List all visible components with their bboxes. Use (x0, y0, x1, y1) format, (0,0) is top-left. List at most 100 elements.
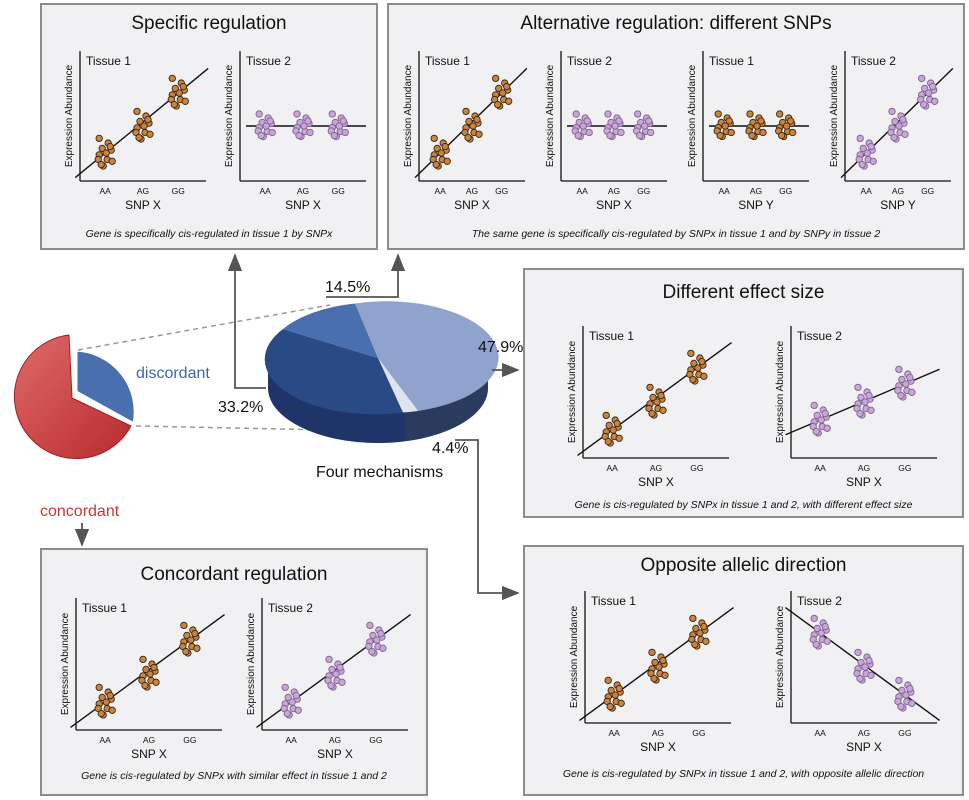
data-point (369, 631, 377, 640)
y-axis-label: Expression Abundance (775, 340, 786, 443)
data-point (823, 637, 831, 645)
panel-caption: Gene is cis-regulated by SNPx with simil… (81, 770, 387, 782)
data-point (925, 89, 933, 97)
tissue-label: Tissue 2 (567, 54, 612, 68)
data-point (659, 656, 667, 665)
tissue-label: Tissue 1 (591, 594, 636, 608)
y-axis-label: Expression Abundance (545, 64, 556, 167)
tick-label: GG (921, 186, 934, 196)
tissue-label: Tissue 2 (246, 54, 291, 68)
data-point (140, 122, 148, 130)
scatter-plot: Expression Abundance Tissue 1 AA AG GG SNP X (64, 51, 209, 212)
data-point (330, 131, 338, 140)
y-axis-label: Expression Abundance (775, 605, 786, 708)
data-point (617, 699, 625, 707)
data-point (888, 107, 896, 116)
data-point (255, 110, 263, 118)
data-point (813, 624, 821, 633)
tick-label: AG (650, 463, 662, 473)
tissue-label: Tissue 1 (709, 54, 754, 68)
pie-slice-concordant (13, 334, 132, 460)
data-point (890, 133, 898, 142)
data-point (583, 117, 591, 125)
pie-label-opposite: 4.4% (432, 440, 468, 457)
data-point (98, 693, 106, 702)
tissue-label: Tissue 2 (268, 601, 313, 615)
data-point (469, 122, 477, 130)
tick-label: AG (137, 186, 149, 196)
tissue-label: Tissue 1 (86, 54, 131, 68)
data-point (341, 128, 349, 137)
data-point (810, 614, 818, 623)
x-axis-label: SNP X (640, 740, 676, 754)
data-point (689, 614, 697, 623)
panel-specific-regulation: Specific regulation Expression Abundance… (40, 3, 378, 250)
data-point (856, 409, 864, 418)
data-point (897, 702, 905, 711)
scatter-plot: Expression Abundance Tissue 2 AA AG GG SNP X (224, 51, 366, 212)
data-point (902, 380, 910, 388)
data-point (857, 393, 865, 402)
data-point (812, 427, 820, 436)
tick-label: AA (260, 186, 272, 196)
data-point (609, 426, 617, 434)
data-point (687, 349, 695, 358)
data-point (170, 100, 178, 109)
pie-label-specific: 33.2% (218, 399, 263, 416)
data-point (691, 640, 699, 649)
data-point (97, 160, 105, 169)
data-point (787, 117, 795, 125)
data-point (306, 128, 314, 137)
concordant-label: concordant (40, 503, 120, 520)
data-point (655, 663, 663, 671)
data-point (858, 160, 866, 169)
x-axis-label: SNP X (638, 475, 674, 489)
data-point (179, 82, 187, 91)
data-point (895, 122, 903, 130)
x-axis-label: SNP X (317, 747, 353, 761)
pie-side-light (405, 358, 488, 441)
y-axis-label: Expression Abundance (569, 605, 580, 708)
panel-caption: Gene is specifically cis-regulated in ti… (85, 228, 333, 240)
data-point (689, 375, 697, 384)
data-point (327, 681, 335, 690)
data-point (300, 122, 308, 130)
data-point (867, 142, 875, 151)
x-axis-label: SNP X (454, 198, 490, 212)
tissue-label: Tissue 2 (851, 54, 896, 68)
arrow-to-alternative (326, 253, 406, 298)
tick-label: AA (815, 463, 827, 473)
tick-label: GG (779, 186, 792, 196)
tick-label: AG (466, 186, 478, 196)
data-point (929, 82, 937, 91)
y-axis-label: Expression Abundance (567, 340, 578, 443)
data-point (443, 157, 451, 165)
tick-label: AG (750, 186, 762, 196)
panel-alternative-regulation: Alternative regulation: different SNPs E… (387, 3, 965, 250)
y-axis-label: Expression Abundance (687, 64, 698, 167)
data-point (262, 122, 270, 130)
data-point (430, 134, 438, 143)
data-point (332, 670, 340, 678)
data-point (366, 621, 374, 630)
data-point (607, 686, 615, 695)
data-point (606, 702, 614, 711)
data-point (505, 97, 513, 105)
data-point (585, 128, 593, 137)
scatter-plot: Expression Abundance Tissue 2 AA AG GG SNP Y (829, 51, 954, 212)
data-point (283, 709, 291, 718)
data-point (304, 117, 312, 125)
data-point (168, 74, 176, 83)
x-axis-label: SNP X (846, 475, 882, 489)
tick-label: GG (172, 186, 185, 196)
data-point (106, 691, 114, 700)
data-point (604, 676, 612, 685)
data-point (898, 686, 906, 695)
data-point (854, 383, 862, 392)
data-point (146, 670, 154, 678)
data-point (648, 409, 656, 418)
data-point (108, 706, 116, 714)
data-point (102, 698, 110, 706)
tick-label: AA (861, 186, 873, 196)
